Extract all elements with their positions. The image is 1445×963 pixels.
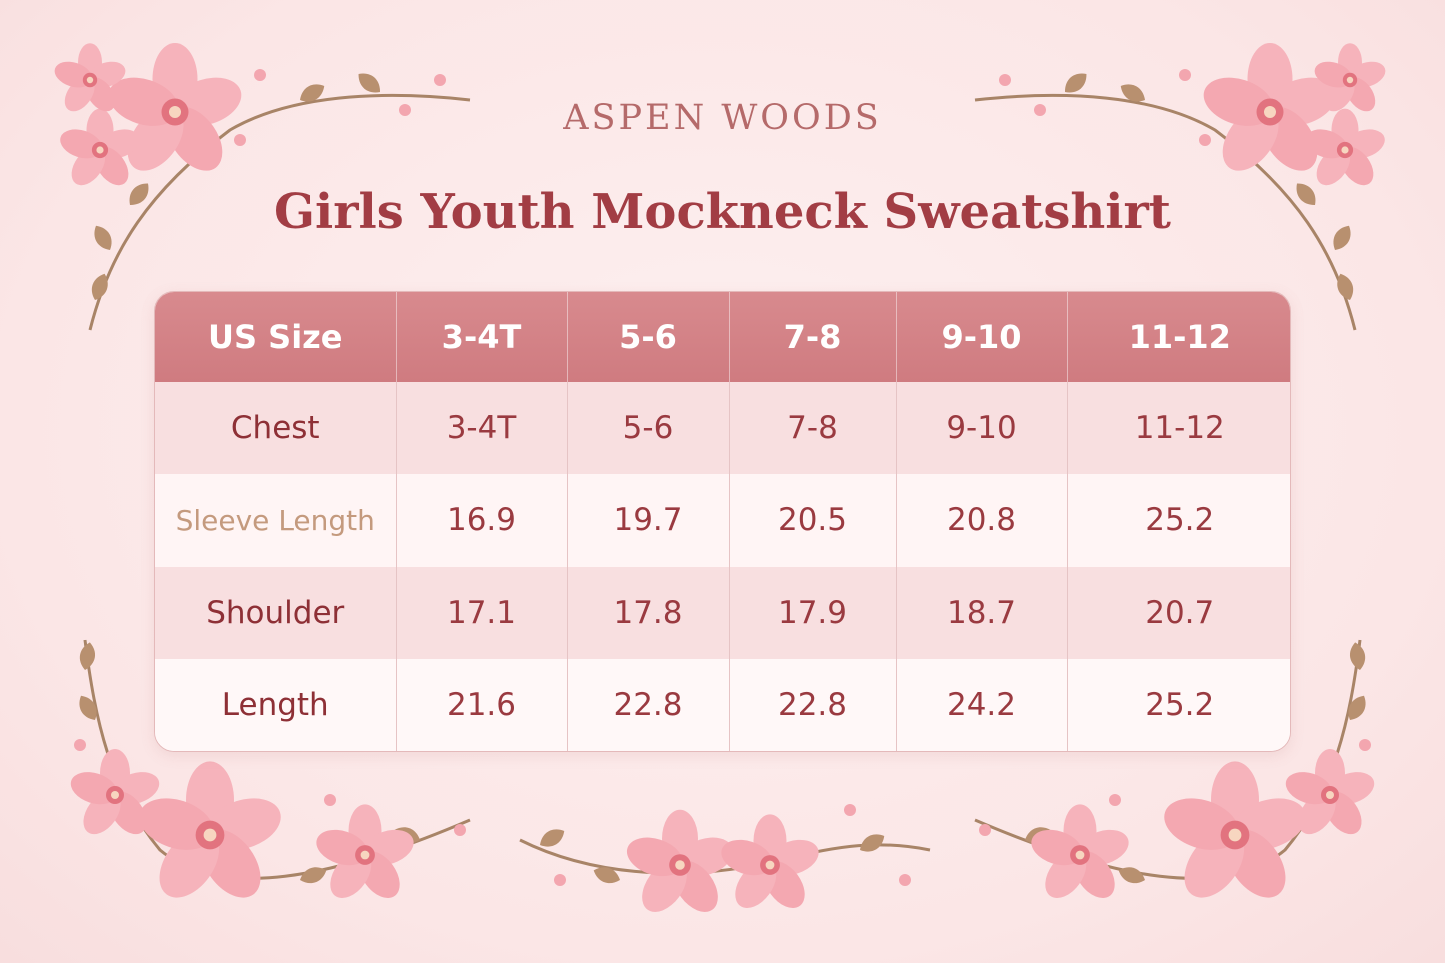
row-label-length: Length xyxy=(155,658,397,751)
table-cell: 20.5 xyxy=(729,474,897,567)
table-cell: 22.8 xyxy=(567,658,730,751)
table-cell: 3-4T xyxy=(396,382,568,475)
table-row: Shoulder 17.1 17.8 17.9 18.7 20.7 xyxy=(155,566,1290,659)
header-size-11-12: 11-12 xyxy=(1067,292,1290,382)
table-cell: 9-10 xyxy=(896,382,1068,475)
header-size-7-8: 7-8 xyxy=(729,292,897,382)
page-title: Girls Youth Mockneck Sweatshirt xyxy=(274,184,1171,240)
brand-name: ASPEN WOODS xyxy=(563,98,882,138)
table-cell: 25.2 xyxy=(1067,658,1290,751)
table-cell: 11-12 xyxy=(1067,382,1290,475)
header-size-5-6: 5-6 xyxy=(567,292,730,382)
table-row: Chest 3-4T 5-6 7-8 9-10 11-12 xyxy=(155,382,1290,475)
table-cell: 16.9 xyxy=(396,474,568,567)
header-us-size: US Size xyxy=(155,292,397,382)
table-cell: 17.1 xyxy=(396,566,568,659)
size-chart-table: US Size 3-4T 5-6 7-8 9-10 11-12 Chest 3-… xyxy=(154,291,1291,752)
table-cell: 20.7 xyxy=(1067,566,1290,659)
table-cell: 17.8 xyxy=(567,566,730,659)
table-cell: 7-8 xyxy=(729,382,897,475)
table-cell: 20.8 xyxy=(896,474,1068,567)
table-row: Length 21.6 22.8 22.8 24.2 25.2 xyxy=(155,658,1290,751)
row-label-sleeve-length: Sleeve Length xyxy=(155,474,397,567)
table-cell: 18.7 xyxy=(896,566,1068,659)
table-header-row: US Size 3-4T 5-6 7-8 9-10 11-12 xyxy=(155,292,1290,382)
table-row: Sleeve Length 16.9 19.7 20.5 20.8 25.2 xyxy=(155,474,1290,567)
table-cell: 19.7 xyxy=(567,474,730,567)
table-cell: 22.8 xyxy=(729,658,897,751)
row-label-chest: Chest xyxy=(155,382,397,475)
table-cell: 17.9 xyxy=(729,566,897,659)
header-size-3-4t: 3-4T xyxy=(396,292,568,382)
row-label-shoulder: Shoulder xyxy=(155,566,397,659)
header-size-9-10: 9-10 xyxy=(896,292,1068,382)
table-cell: 5-6 xyxy=(567,382,730,475)
table-cell: 24.2 xyxy=(896,658,1068,751)
table-cell: 25.2 xyxy=(1067,474,1290,567)
table-cell: 21.6 xyxy=(396,658,568,751)
